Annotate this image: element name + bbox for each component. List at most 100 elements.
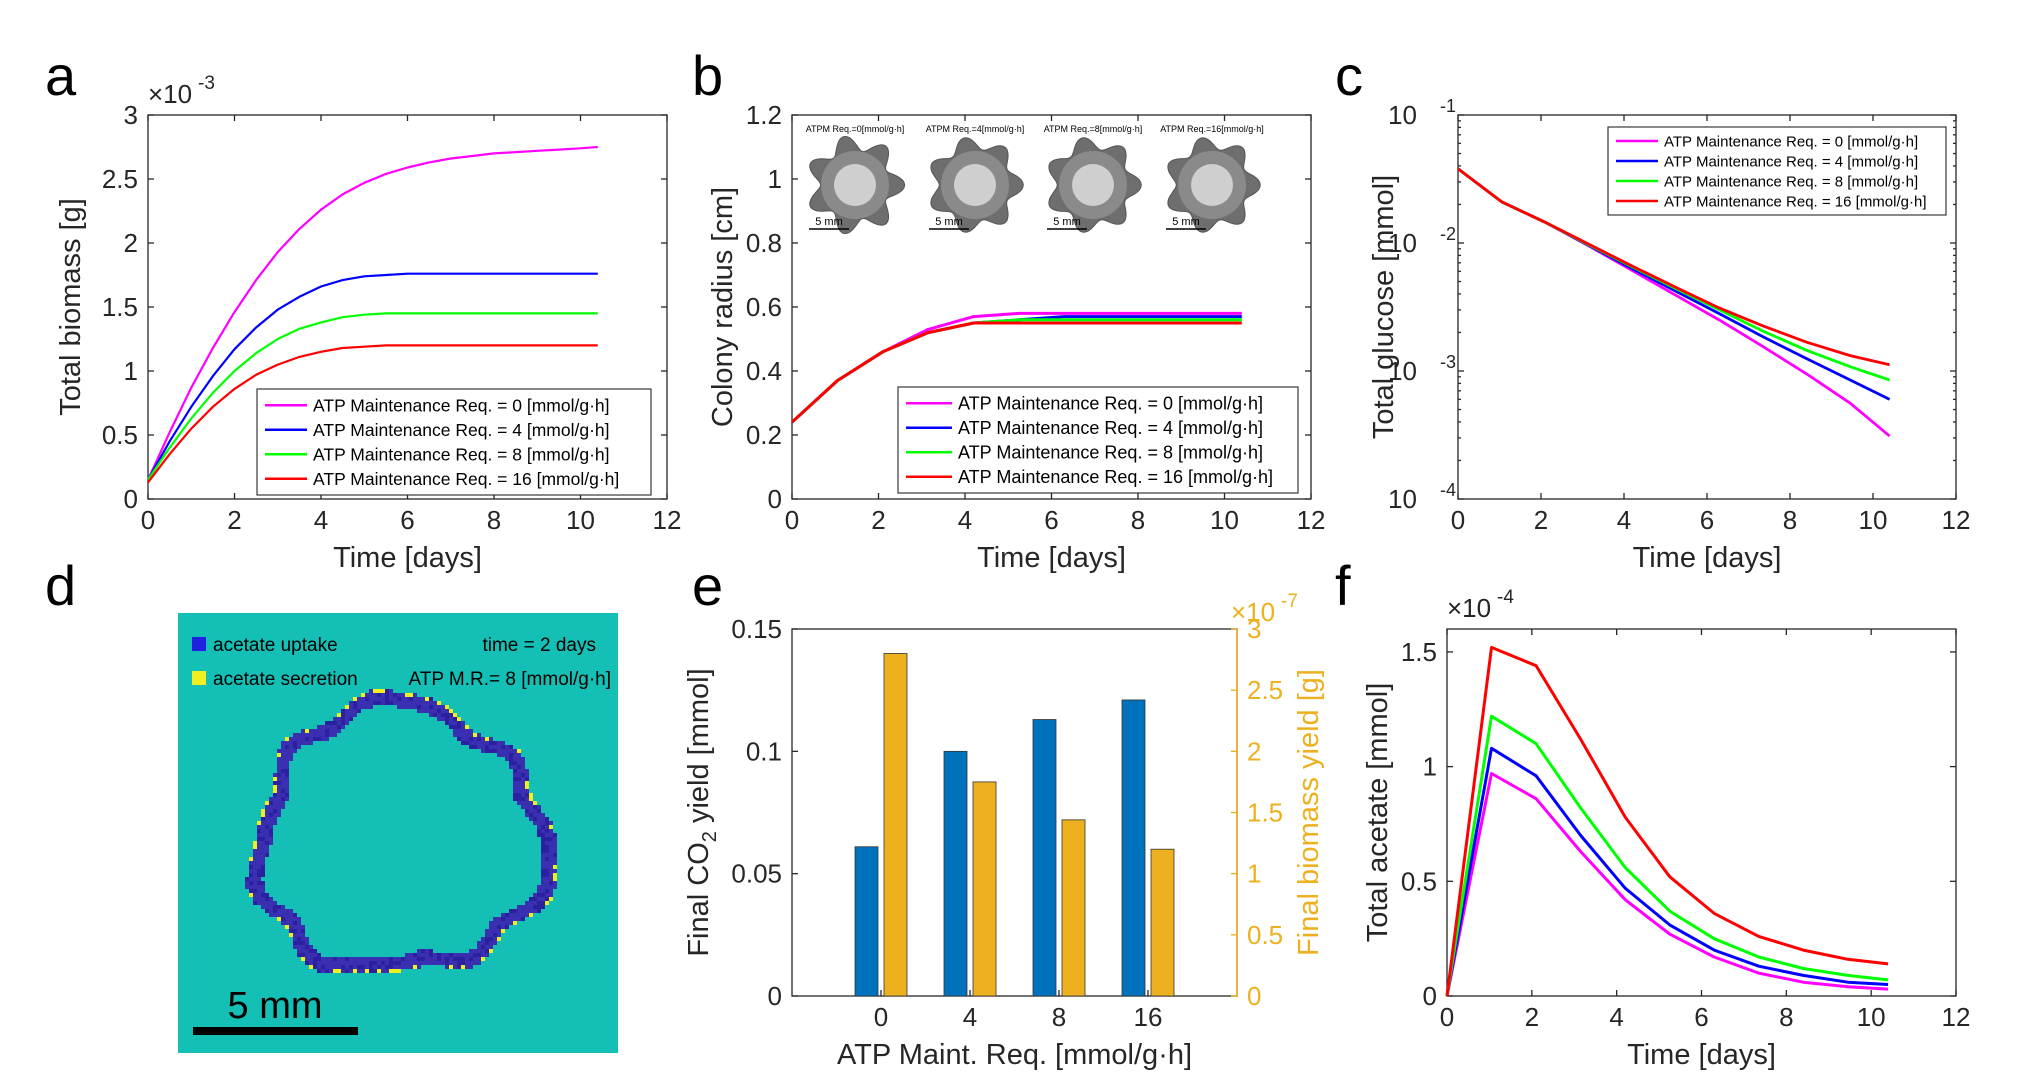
- ring-pixel: [249, 873, 253, 877]
- ring-pixel: [257, 869, 261, 873]
- ring-pixel: [257, 841, 261, 845]
- ring-pixel: [457, 733, 461, 737]
- ring-pixel: [417, 949, 421, 953]
- ring-pixel: [397, 969, 401, 973]
- ring-pixel: [261, 821, 265, 825]
- ring-pixel: [457, 721, 461, 725]
- ring-pixel: [281, 745, 285, 749]
- ring-pixel: [529, 797, 533, 801]
- ring-pixel: [457, 717, 461, 721]
- ring-pixel: [277, 805, 281, 809]
- ring-pixel: [305, 737, 309, 741]
- legend-label-a-0: ATP Maintenance Req. = 0 [mmol/g·h]: [313, 396, 610, 416]
- ring-pixel: [373, 969, 377, 973]
- ring-pixel: [437, 701, 441, 705]
- ring-pixel: [269, 909, 273, 913]
- ring-pixel: [473, 953, 477, 957]
- ring-pixel: [505, 913, 509, 917]
- ring-pixel: [269, 905, 273, 909]
- ring-pixel: [269, 797, 273, 801]
- ring-pixel: [517, 913, 521, 917]
- ring-pixel: [481, 937, 485, 941]
- ylabel-left-main: Final CO: [683, 842, 715, 956]
- ring-pixel: [529, 817, 533, 821]
- ring-pixel: [553, 853, 557, 857]
- ring-pixel: [353, 709, 357, 713]
- ring-pixel: [373, 957, 377, 961]
- ring-pixel: [489, 937, 493, 941]
- ring-pixel: [321, 733, 325, 737]
- xlabel-b: Time [days]: [977, 542, 1126, 574]
- chart-a-biomass: 0 2 4 6 8 10 12 0 0.5 1 1.5 2 2.5 3 Time [days] Total b…: [55, 73, 681, 574]
- ring-pixel: [265, 809, 269, 813]
- ring-pixel: [325, 965, 329, 969]
- ring-pixel: [377, 701, 381, 705]
- ring-pixel: [253, 877, 257, 881]
- ring-pixel: [257, 893, 261, 897]
- ring-pixel: [261, 817, 265, 821]
- ring-pixel: [553, 833, 557, 837]
- ring-pixel: [317, 737, 321, 741]
- ring-pixel: [489, 945, 493, 949]
- ring-pixel: [549, 897, 553, 901]
- ring-pixel: [341, 957, 345, 961]
- ring-pixel: [545, 833, 549, 837]
- ring-pixel: [509, 917, 513, 921]
- ring-pixel: [549, 829, 553, 833]
- ring-pixel: [269, 837, 273, 841]
- ring-pixel: [517, 905, 521, 909]
- ring-pixel: [397, 697, 401, 701]
- inset-scale-label-2: 5 mm: [1053, 216, 1081, 228]
- ring-pixel: [281, 749, 285, 753]
- ring-pixel: [405, 701, 409, 705]
- ring-pixel: [321, 737, 325, 741]
- ring-pixel: [425, 701, 429, 705]
- ring-pixel: [269, 841, 273, 845]
- time-label: time = 2 days: [482, 635, 596, 656]
- ring-pixel: [393, 969, 397, 973]
- ring-pixel: [513, 785, 517, 789]
- panel-letter-d: d: [45, 554, 76, 617]
- xtick-label-a: 2: [227, 505, 241, 535]
- ring-pixel: [341, 725, 345, 729]
- ring-pixel: [489, 925, 493, 929]
- bar-biomass-16: [1150, 848, 1175, 997]
- ring-pixel: [497, 929, 501, 933]
- ring-pixel: [517, 773, 521, 777]
- ring-pixel: [269, 821, 273, 825]
- ring-pixel: [473, 957, 477, 961]
- ring-pixel: [513, 753, 517, 757]
- ring-pixel: [349, 961, 353, 965]
- ring-pixel: [521, 777, 525, 781]
- ring-pixel: [413, 957, 417, 961]
- ring-pixel: [349, 701, 353, 705]
- ring-pixel: [277, 777, 281, 781]
- ring-pixel: [285, 749, 289, 753]
- ring-pixel: [489, 737, 493, 741]
- ring-pixel: [369, 969, 373, 973]
- ring-pixel: [269, 801, 273, 805]
- colony-ring: [245, 689, 557, 973]
- ring-pixel: [289, 749, 293, 753]
- ring-pixel: [317, 733, 321, 737]
- ring-pixel: [269, 913, 273, 917]
- ring-pixel: [285, 785, 289, 789]
- ring-pixel: [453, 729, 457, 733]
- ring-pixel: [361, 693, 365, 697]
- ring-pixel: [301, 733, 305, 737]
- ring-pixel: [461, 957, 465, 961]
- ring-pixel: [341, 721, 345, 725]
- ring-pixel: [489, 745, 493, 749]
- ring-pixel: [513, 769, 517, 773]
- ring-pixel: [429, 949, 433, 953]
- ring-pixel: [397, 957, 401, 961]
- ring-pixel: [357, 709, 361, 713]
- ring-pixel: [353, 705, 357, 709]
- ring-pixel: [525, 777, 529, 781]
- ring-pixel: [545, 829, 549, 833]
- ring-pixel: [549, 845, 553, 849]
- ring-pixel: [297, 941, 301, 945]
- ring-pixel: [269, 833, 273, 837]
- ring-pixel: [389, 689, 393, 693]
- ring-pixel: [513, 909, 517, 913]
